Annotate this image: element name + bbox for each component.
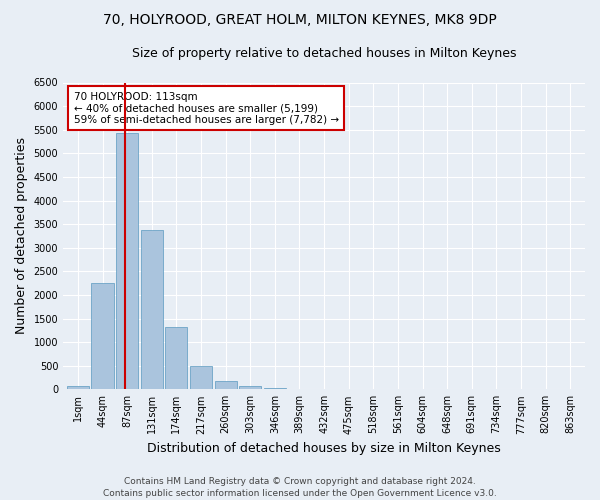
- Text: Contains HM Land Registry data © Crown copyright and database right 2024.
Contai: Contains HM Land Registry data © Crown c…: [103, 476, 497, 498]
- Bar: [166, 328, 187, 390]
- Y-axis label: Number of detached properties: Number of detached properties: [15, 138, 28, 334]
- Bar: [91, 282, 113, 390]
- Bar: [116, 134, 138, 390]
- Bar: [215, 380, 237, 390]
- Bar: [67, 386, 89, 390]
- Text: 70 HOLYROOD: 113sqm
← 40% of detached houses are smaller (5,199)
59% of semi-det: 70 HOLYROOD: 113sqm ← 40% of detached ho…: [74, 92, 339, 125]
- Text: 70, HOLYROOD, GREAT HOLM, MILTON KEYNES, MK8 9DP: 70, HOLYROOD, GREAT HOLM, MILTON KEYNES,…: [103, 12, 497, 26]
- Title: Size of property relative to detached houses in Milton Keynes: Size of property relative to detached ho…: [132, 48, 517, 60]
- Bar: [264, 388, 286, 390]
- Bar: [141, 230, 163, 390]
- Bar: [239, 386, 262, 390]
- X-axis label: Distribution of detached houses by size in Milton Keynes: Distribution of detached houses by size …: [147, 442, 501, 455]
- Bar: [190, 366, 212, 390]
